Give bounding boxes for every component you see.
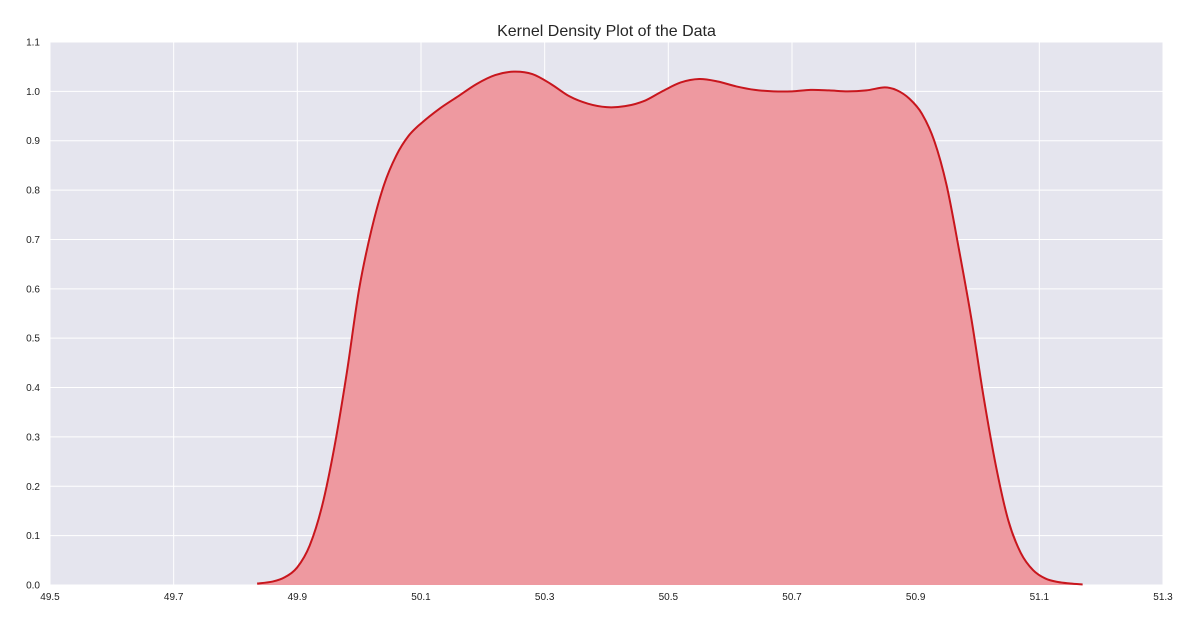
y-tick-label: 0.8 <box>26 186 40 197</box>
x-tick-label: 50.3 <box>535 592 555 603</box>
density-area-fill <box>257 71 1083 585</box>
y-tick-label: 0.1 <box>26 531 40 542</box>
y-tick-label: 0.0 <box>26 581 40 592</box>
chart-title: Kernel Density Plot of the Data <box>497 23 716 40</box>
y-tick-label: 0.9 <box>26 136 40 147</box>
y-tick-label: 0.7 <box>26 235 40 246</box>
x-tick-label: 49.9 <box>288 592 308 603</box>
x-tick-label: 50.5 <box>659 592 679 603</box>
x-tick-label: 50.1 <box>411 592 431 603</box>
y-tick-label: 0.6 <box>26 284 40 295</box>
y-tick-label: 0.3 <box>26 432 40 443</box>
y-tick-label: 0.4 <box>26 383 40 394</box>
x-tick-label: 50.7 <box>782 592 802 603</box>
y-tick-label: 0.5 <box>26 334 40 345</box>
y-tick-label: 1.1 <box>26 38 40 49</box>
x-tick-label: 51.1 <box>1030 592 1050 603</box>
density-curve <box>257 70 1083 586</box>
y-tick-labels: 0.0 0.1 0.2 0.3 0.4 0.5 0.6 0.7 0.8 0.9 1.0 1.1 <box>26 38 40 592</box>
x-tick-label: 49.7 <box>164 592 184 603</box>
x-tick-labels: 49.5 49.7 49.9 50.1 50.3 50.5 50.7 50.9 51.1 51.3 <box>40 592 1173 603</box>
x-tick-label: 51.3 <box>1153 592 1173 603</box>
x-tick-label: 50.9 <box>906 592 926 603</box>
x-tick-label: 49.5 <box>40 592 60 603</box>
y-tick-label: 1.0 <box>26 87 40 98</box>
y-tick-label: 0.2 <box>26 482 40 493</box>
